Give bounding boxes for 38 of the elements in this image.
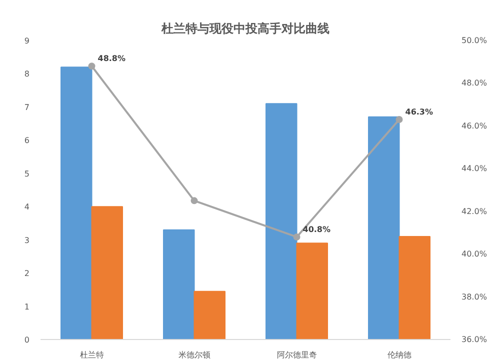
y2-tick-label: 38.0% <box>462 292 488 302</box>
y2-tick-label: 36.0% <box>462 335 488 344</box>
bar <box>266 103 298 340</box>
data-label: 48.8% <box>98 54 126 64</box>
y-tick-label: 8 <box>24 70 30 79</box>
bar <box>60 66 92 340</box>
y2-tick-label: 50.0% <box>462 36 488 45</box>
point <box>293 233 300 240</box>
y-tick-label: 2 <box>24 269 30 278</box>
x-tick-label: 米德尔顿 <box>178 350 210 360</box>
y-tick-label: 6 <box>24 136 30 146</box>
y2-tick-label: 48.0% <box>462 78 488 88</box>
y-tick-label: 5 <box>24 169 30 178</box>
y-tick-label: 3 <box>24 236 30 245</box>
x-tick-label: 伦纳德 <box>387 350 412 360</box>
bar <box>398 236 430 340</box>
data-label: 40.8% <box>302 224 331 234</box>
bar <box>163 229 195 340</box>
y-tick-label: 4 <box>24 202 30 212</box>
y-tick-label: 0 <box>24 336 30 344</box>
y2-tick-label: 42.0% <box>462 206 488 216</box>
bar <box>296 242 328 340</box>
point <box>88 62 96 70</box>
y2-tick-label: 46.0% <box>462 121 488 130</box>
x-tick-label: 阿尔德里奇 <box>276 350 317 360</box>
bar <box>91 206 123 340</box>
data-label: 46.3% <box>405 108 434 117</box>
y-tick-label: 1 <box>24 302 30 312</box>
chart-title: 杜兰特与现役中投高手对比曲线 <box>160 22 330 36</box>
bar <box>194 290 226 340</box>
y2-tick-label: 44.0% <box>462 164 488 174</box>
y-tick-label: 9 <box>24 36 30 46</box>
bar <box>368 116 400 340</box>
y2-tick-label: 40.0% <box>462 250 488 259</box>
point <box>396 116 403 124</box>
point <box>190 197 198 204</box>
x-tick-label: 杜兰特 <box>80 350 104 360</box>
y-tick-label: 7 <box>24 102 30 112</box>
